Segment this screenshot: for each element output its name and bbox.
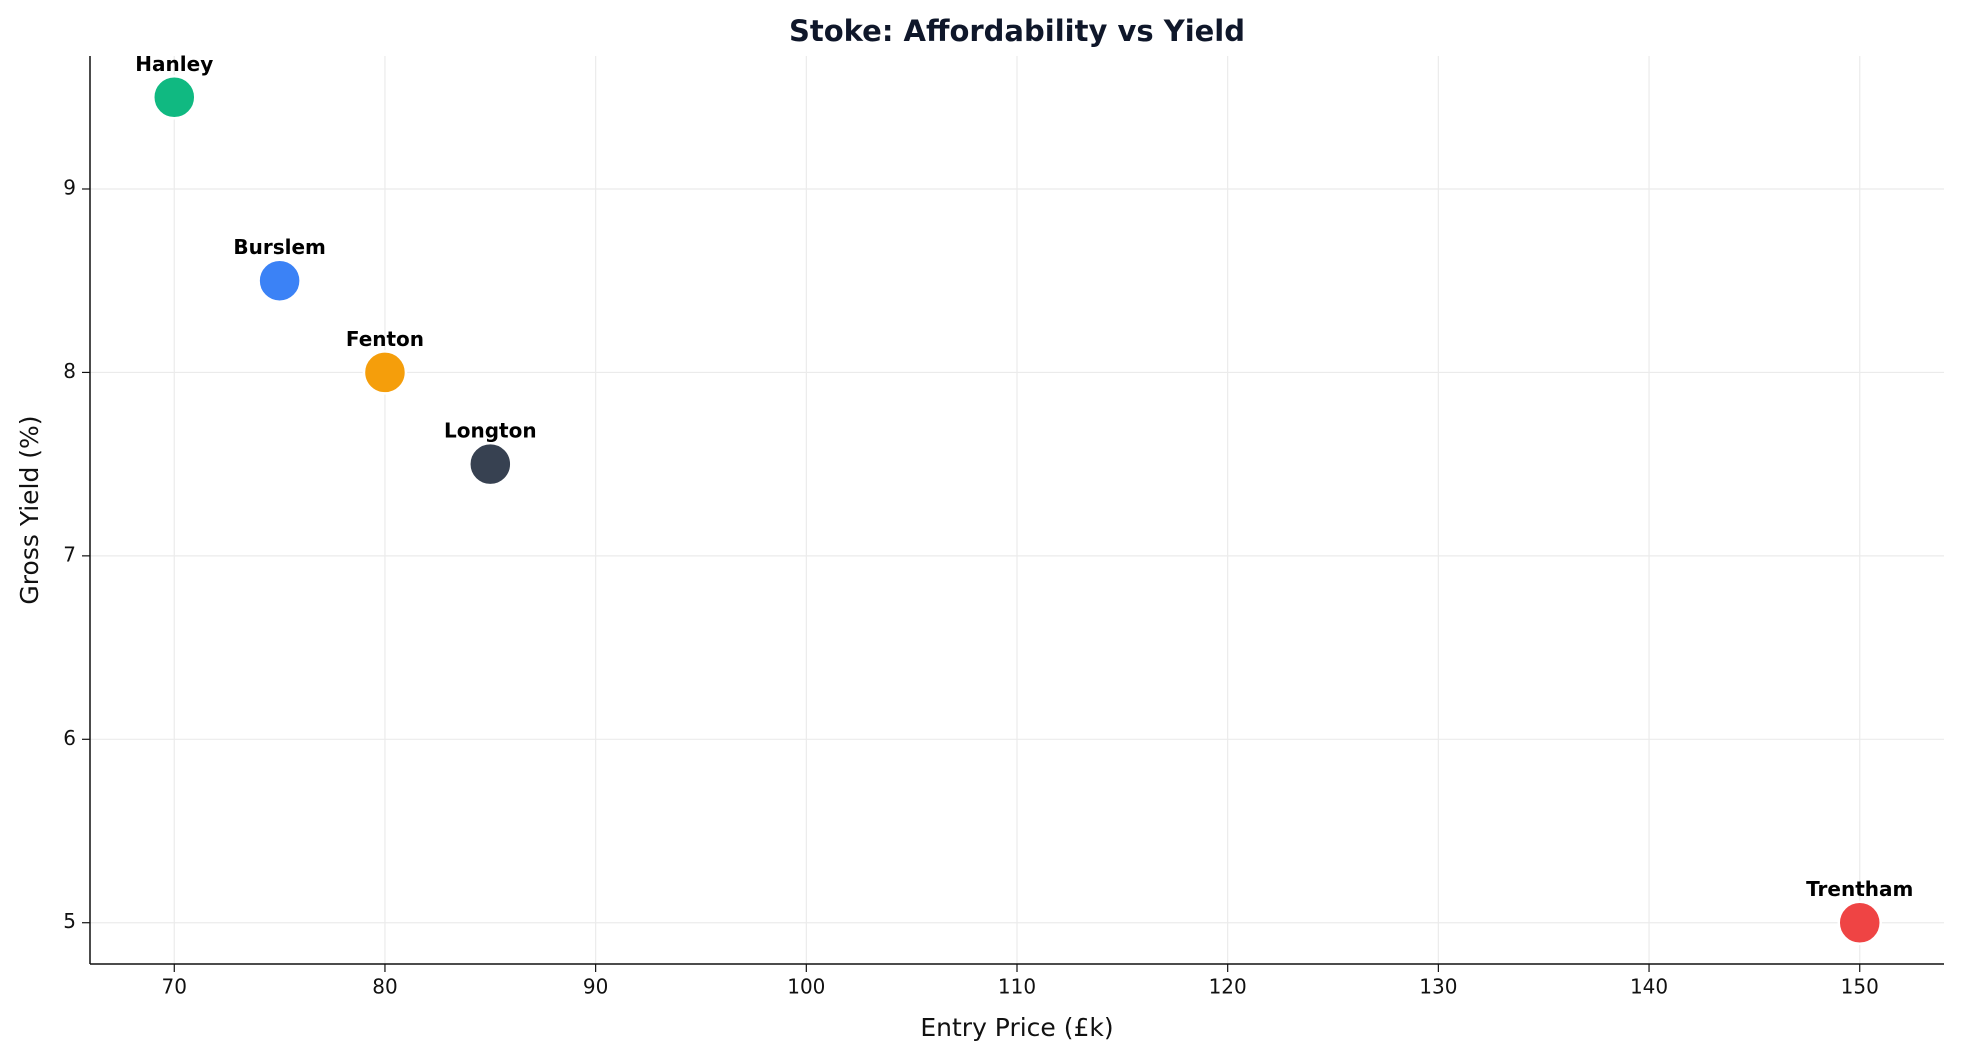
y-tick-label: 6 (63, 726, 76, 750)
x-tick-label: 130 (1419, 975, 1457, 999)
point-label: Longton (444, 419, 537, 443)
x-tick-label: 100 (787, 975, 825, 999)
point-label: Trentham (1806, 877, 1913, 901)
x-tick-label: 90 (583, 975, 608, 999)
x-tick-label: 120 (1209, 975, 1247, 999)
chart-title: Stoke: Affordability vs Yield (789, 14, 1245, 48)
x-tick-label: 80 (372, 975, 397, 999)
point (152, 75, 197, 120)
x-tick-label: 140 (1630, 975, 1668, 999)
point-label: Fenton (346, 327, 424, 351)
point-label: Hanley (135, 52, 213, 76)
point (468, 441, 513, 487)
x-tick-label: 110 (998, 975, 1036, 999)
y-tick-label: 8 (63, 359, 76, 383)
y-tick-label: 9 (63, 175, 76, 199)
point (1837, 900, 1882, 945)
point-label: Burslem (233, 235, 326, 259)
y-tick-label: 5 (63, 909, 76, 933)
point (257, 258, 302, 303)
x-tick-label: 70 (162, 975, 187, 999)
x-axis-label: Entry Price (£k) (920, 1013, 1113, 1042)
y-axis-label: Gross Yield (%) (15, 415, 44, 604)
y-tick-label: 7 (63, 542, 76, 566)
x-tick-label: 150 (1841, 975, 1879, 999)
point (362, 350, 408, 395)
